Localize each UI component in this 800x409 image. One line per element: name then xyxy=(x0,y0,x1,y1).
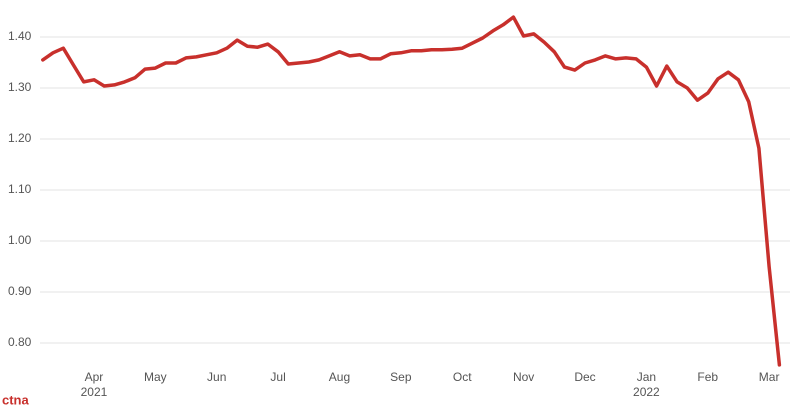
x-tick-label: Dec xyxy=(574,370,595,384)
y-tick-label: 1.30 xyxy=(8,80,32,94)
y-tick-label: 0.90 xyxy=(8,284,32,298)
x-tick-label: May xyxy=(144,370,167,384)
x-tick-label: Apr xyxy=(85,370,104,384)
x-tick-sublabel: 2022 xyxy=(633,385,660,399)
x-tick-label: Sep xyxy=(390,370,412,384)
y-tick-label: 1.00 xyxy=(8,233,32,247)
x-tick-label: Mar xyxy=(759,370,780,384)
x-tick-label: Jul xyxy=(270,370,285,384)
watermark: ctna xyxy=(2,392,30,407)
x-tick-label: Jun xyxy=(207,370,226,384)
x-tick-label: Aug xyxy=(329,370,350,384)
y-tick-label: 1.20 xyxy=(8,131,32,145)
x-tick-label: Oct xyxy=(453,370,472,384)
y-tick-label: 1.10 xyxy=(8,182,32,196)
x-tick-label: Nov xyxy=(513,370,534,384)
y-tick-label: 1.40 xyxy=(8,29,32,43)
x-tick-label: Feb xyxy=(697,370,718,384)
x-tick-label: Jan xyxy=(637,370,656,384)
y-tick-label: 0.80 xyxy=(8,335,32,349)
data-line xyxy=(41,15,782,367)
x-tick-sublabel: 2021 xyxy=(81,385,108,399)
